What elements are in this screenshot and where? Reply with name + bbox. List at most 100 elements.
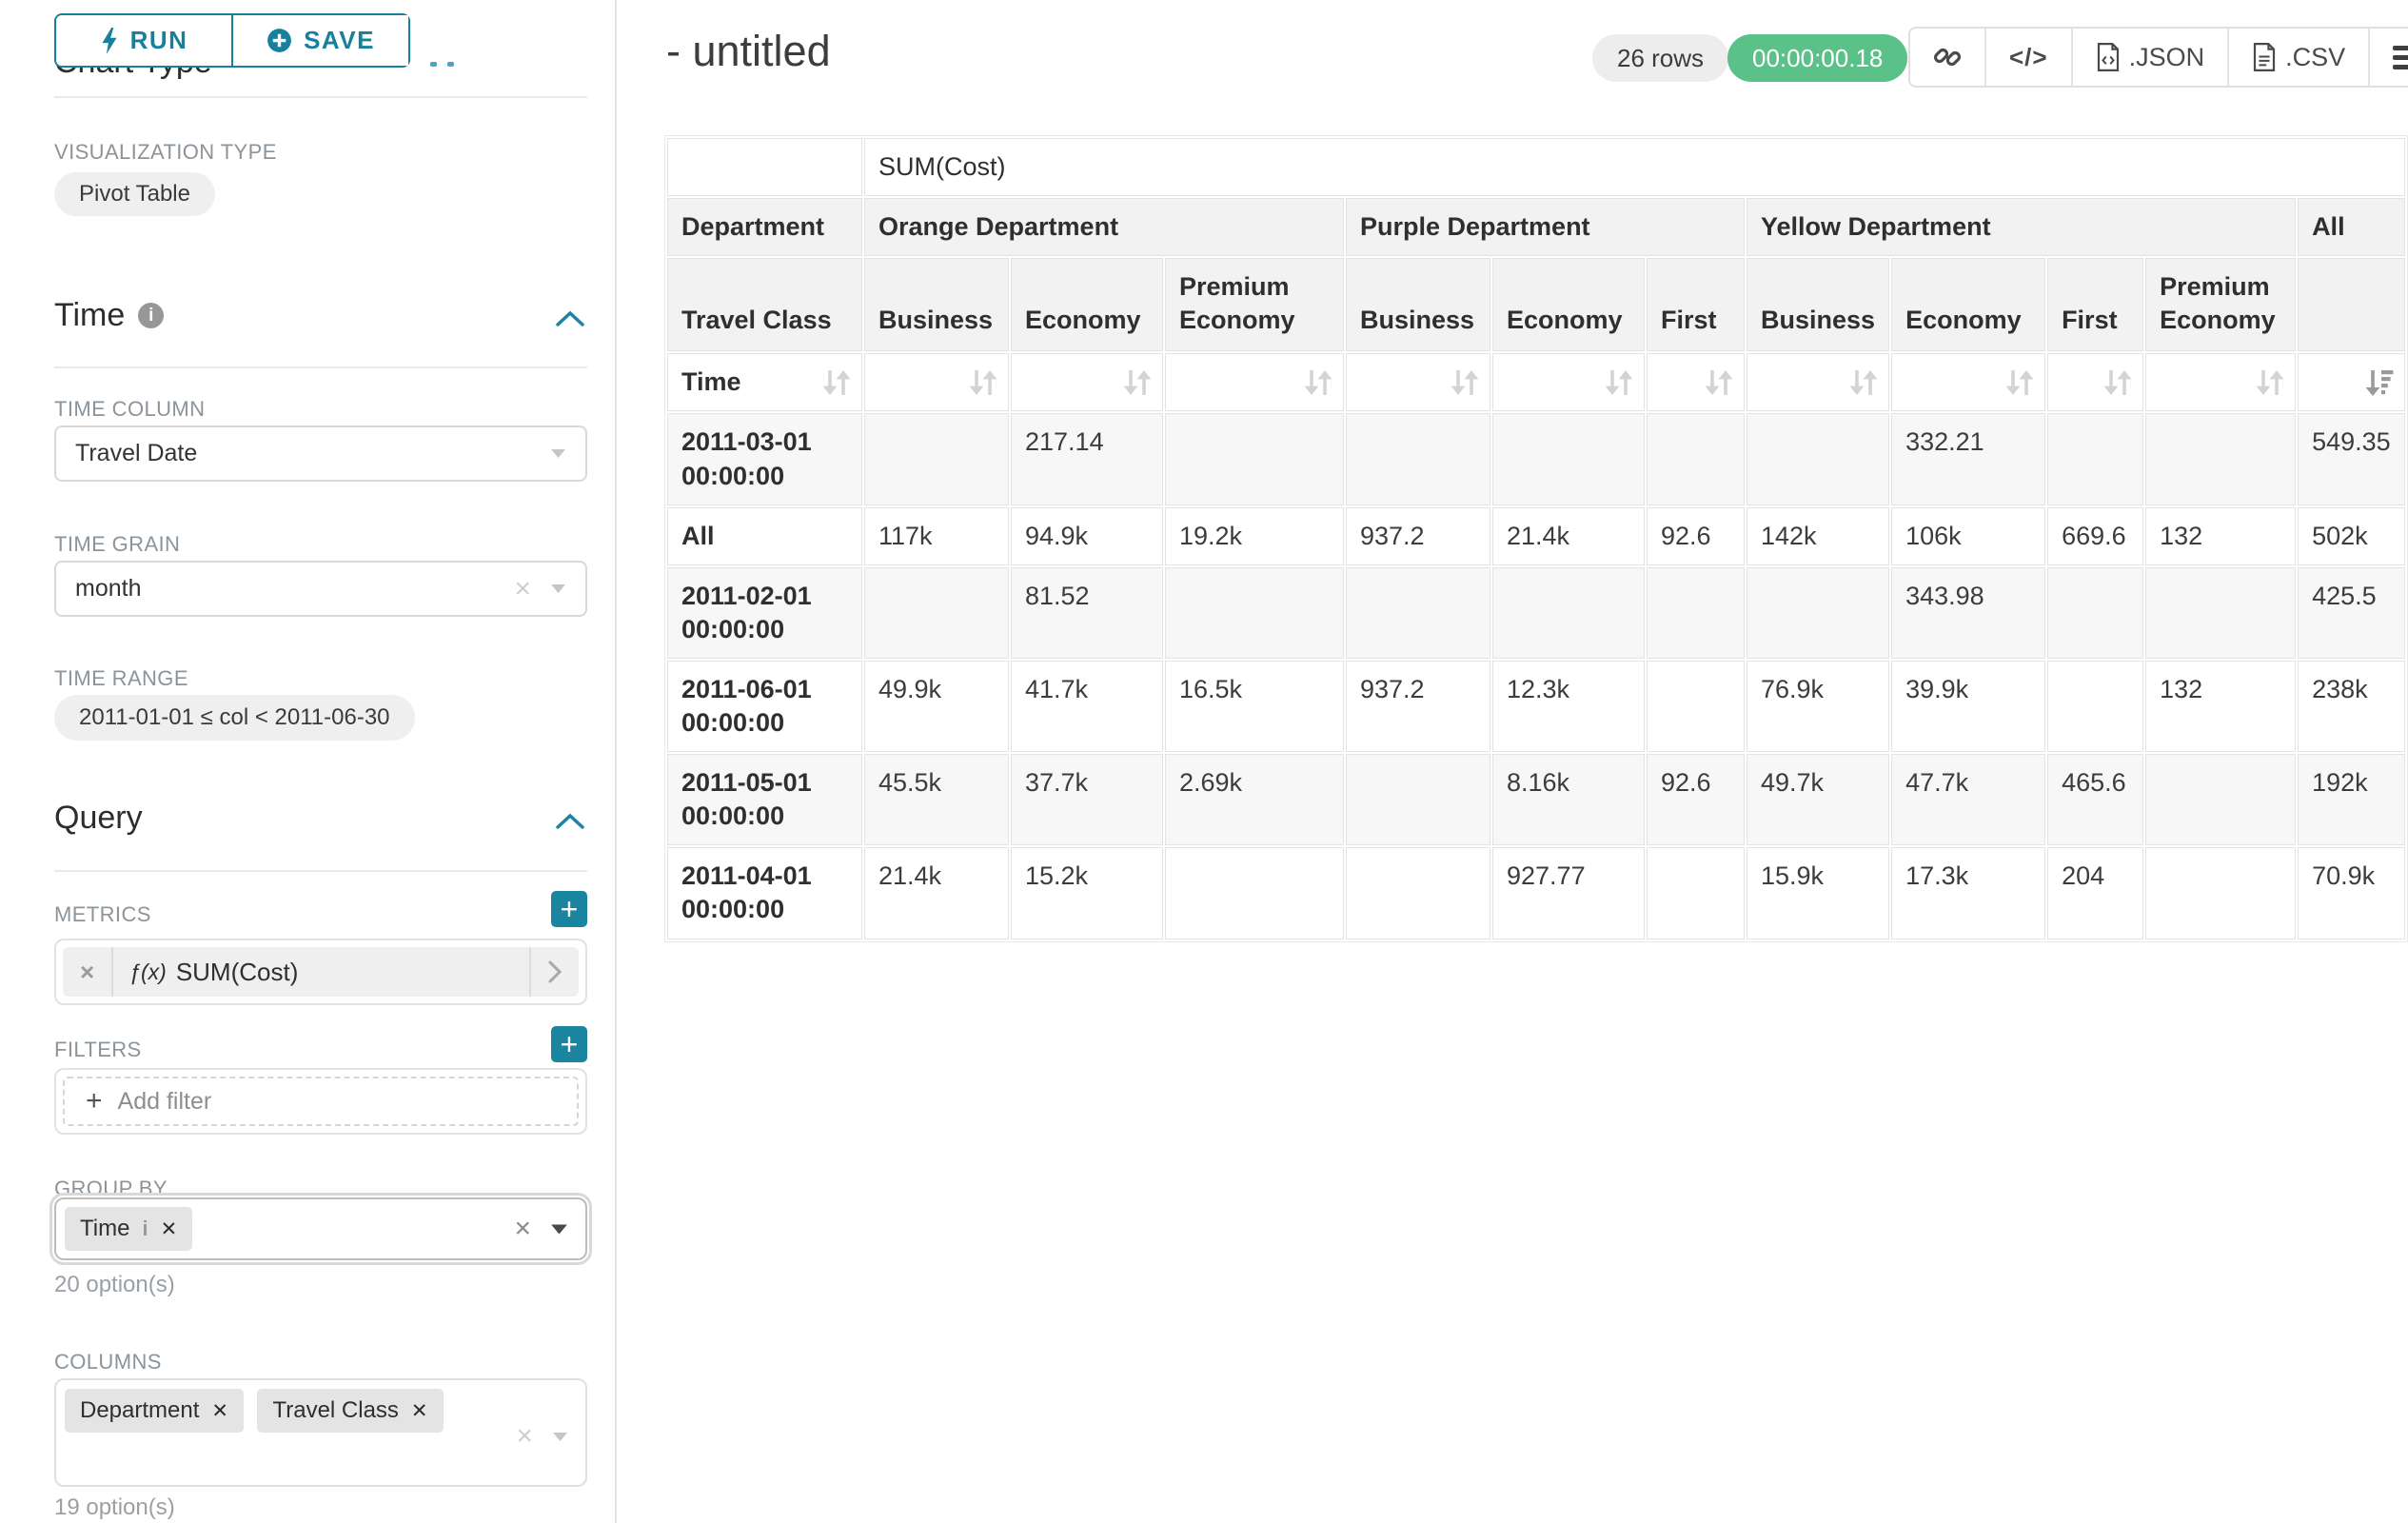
export-json-button[interactable]: .JSON — [2070, 29, 2228, 86]
collapse-time-icon[interactable] — [555, 309, 585, 327]
remove-metric-icon[interactable]: × — [63, 947, 114, 997]
time-range-pill[interactable]: 2011-01-01 ≤ col < 2011-06-30 — [54, 695, 415, 741]
column-group-header: Purple Department — [1346, 198, 1745, 257]
columns-label: COLUMNS — [54, 1350, 162, 1374]
data-cell: 94.9k — [1011, 506, 1163, 565]
columns-chip-department[interactable]: Department ✕ — [65, 1389, 244, 1433]
data-cell — [2145, 413, 2297, 505]
export-csv-button[interactable]: .CSV — [2227, 29, 2369, 86]
time-grain-label: TIME GRAIN — [54, 532, 181, 556]
data-cell: 15.2k — [1011, 847, 1163, 940]
data-cell — [2145, 566, 2297, 659]
columns-select[interactable]: Department ✕ Travel Class ✕ × — [54, 1378, 587, 1487]
data-cell — [1647, 847, 1745, 940]
run-button[interactable]: RUN — [56, 15, 233, 66]
row-count-badge: 26 rows — [1592, 34, 1729, 82]
sort-toggle[interactable] — [1492, 353, 1645, 412]
data-cell: 549.35 — [2298, 413, 2405, 505]
time-column-label: TIME COLUMN — [54, 397, 206, 421]
remove-chip-icon[interactable]: ✕ — [211, 1399, 228, 1422]
chevron-down-icon[interactable] — [550, 583, 566, 594]
data-cell: 927.77 — [1492, 847, 1645, 940]
data-cell — [1747, 566, 1890, 659]
copy-link-button[interactable] — [1910, 29, 1984, 86]
metrics-box: × ƒ(x) SUM(Cost) — [54, 939, 587, 1005]
run-button-label: RUN — [129, 26, 188, 54]
data-cell: 238k — [2298, 660, 2405, 753]
group-by-chip-time[interactable]: Time i ✕ — [65, 1207, 193, 1251]
query-heading-label: Query — [54, 800, 143, 836]
metric-header-cell: SUM(Cost) — [864, 138, 2405, 197]
row-label-cell: 2011-04-01 00:00:00 — [667, 847, 862, 940]
chevron-down-icon[interactable] — [550, 448, 566, 459]
row-dimension-department: Department — [667, 198, 862, 257]
time-range-label: TIME RANGE — [54, 666, 188, 690]
data-cell: 47.7k — [1891, 754, 2046, 846]
sort-toggle[interactable] — [2298, 353, 2405, 412]
data-cell: 49.7k — [1747, 754, 1890, 846]
data-cell: 117k — [864, 506, 1009, 565]
clear-icon[interactable]: × — [516, 1420, 533, 1452]
data-cell — [1647, 660, 1745, 753]
collapse-query-icon[interactable] — [555, 812, 585, 830]
more-options-button[interactable] — [2368, 29, 2408, 86]
remove-chip-icon[interactable]: ✕ — [410, 1399, 428, 1422]
column-group-header: All — [2298, 198, 2405, 257]
column-header: Premium Economy — [1165, 258, 1344, 352]
time-grain-select[interactable]: month × — [54, 561, 587, 617]
run-save-button-group: RUN SAVE — [54, 13, 410, 68]
metric-chip[interactable]: × ƒ(x) SUM(Cost) — [63, 947, 579, 997]
column-header: Economy — [1492, 258, 1645, 352]
data-cell: 8.16k — [1492, 754, 1645, 846]
visualization-type-label: VISUALIZATION TYPE — [54, 140, 277, 164]
add-filter-button[interactable]: + Add filter — [63, 1077, 579, 1126]
data-cell: 106k — [1891, 506, 2046, 565]
sort-toggle[interactable] — [1747, 353, 1890, 412]
clear-icon[interactable]: × — [514, 1213, 531, 1244]
column-group-header: Yellow Department — [1747, 198, 2297, 257]
column-header: First — [2047, 258, 2144, 352]
remove-chip-icon[interactable]: ✕ — [160, 1217, 178, 1240]
sort-toggle[interactable] — [2145, 353, 2297, 412]
column-header: Business — [864, 258, 1009, 352]
data-cell: 2.69k — [1165, 754, 1344, 846]
csv-file-icon — [2253, 43, 2276, 71]
chart-type-collapse-icon — [447, 62, 454, 67]
add-metric-button[interactable]: + — [551, 891, 587, 927]
control-panel-sidebar: Chart Type RUN SAVE VISUALIZATION TYPE P… — [0, 0, 617, 1523]
table-row: 2011-03-01 00:00:00 217.14 332.21 549.35 — [667, 413, 2405, 505]
group-by-select[interactable]: Time i ✕ × — [49, 1193, 592, 1265]
column-info-icon: i — [142, 1216, 148, 1240]
sort-toggle[interactable] — [1891, 353, 2046, 412]
sort-toggle[interactable] — [1346, 353, 1490, 412]
pivot-table-header: SUM(Cost) Department Orange Department Purp… — [667, 138, 2405, 412]
divider — [54, 366, 587, 368]
sort-toggle-time[interactable]: Time — [667, 353, 862, 412]
edit-metric-chevron-icon[interactable] — [529, 947, 579, 997]
sort-toggle[interactable] — [2047, 353, 2144, 412]
sort-toggle[interactable] — [1165, 353, 1344, 412]
embed-code-button[interactable]: </> — [1984, 29, 2071, 86]
data-cell: 217.14 — [1011, 413, 1163, 505]
data-cell: 21.4k — [1492, 506, 1645, 565]
sort-toggle[interactable] — [1011, 353, 1163, 412]
data-cell — [1747, 413, 1890, 505]
sort-toggle[interactable] — [864, 353, 1009, 412]
link-icon — [1933, 48, 1962, 67]
save-button[interactable]: SAVE — [233, 15, 408, 66]
time-range-value: 2011-01-01 ≤ col < 2011-06-30 — [79, 704, 390, 730]
columns-chip-travel-class[interactable]: Travel Class ✕ — [257, 1389, 444, 1433]
chart-title[interactable]: - untitled — [666, 27, 831, 75]
column-header: First — [1647, 258, 1745, 352]
data-cell — [2047, 413, 2144, 505]
time-column-select[interactable]: Travel Date — [54, 425, 587, 482]
visualization-type-pill[interactable]: Pivot Table — [54, 172, 215, 216]
chevron-down-icon[interactable] — [552, 1432, 568, 1442]
add-filter-plus-button[interactable]: + — [551, 1026, 587, 1062]
data-cell: 16.5k — [1165, 660, 1344, 753]
chevron-down-icon[interactable] — [550, 1223, 568, 1236]
filters-box: + Add filter — [54, 1068, 587, 1135]
clear-icon[interactable]: × — [514, 572, 531, 604]
data-cell — [1346, 754, 1490, 846]
sort-toggle[interactable] — [1647, 353, 1745, 412]
